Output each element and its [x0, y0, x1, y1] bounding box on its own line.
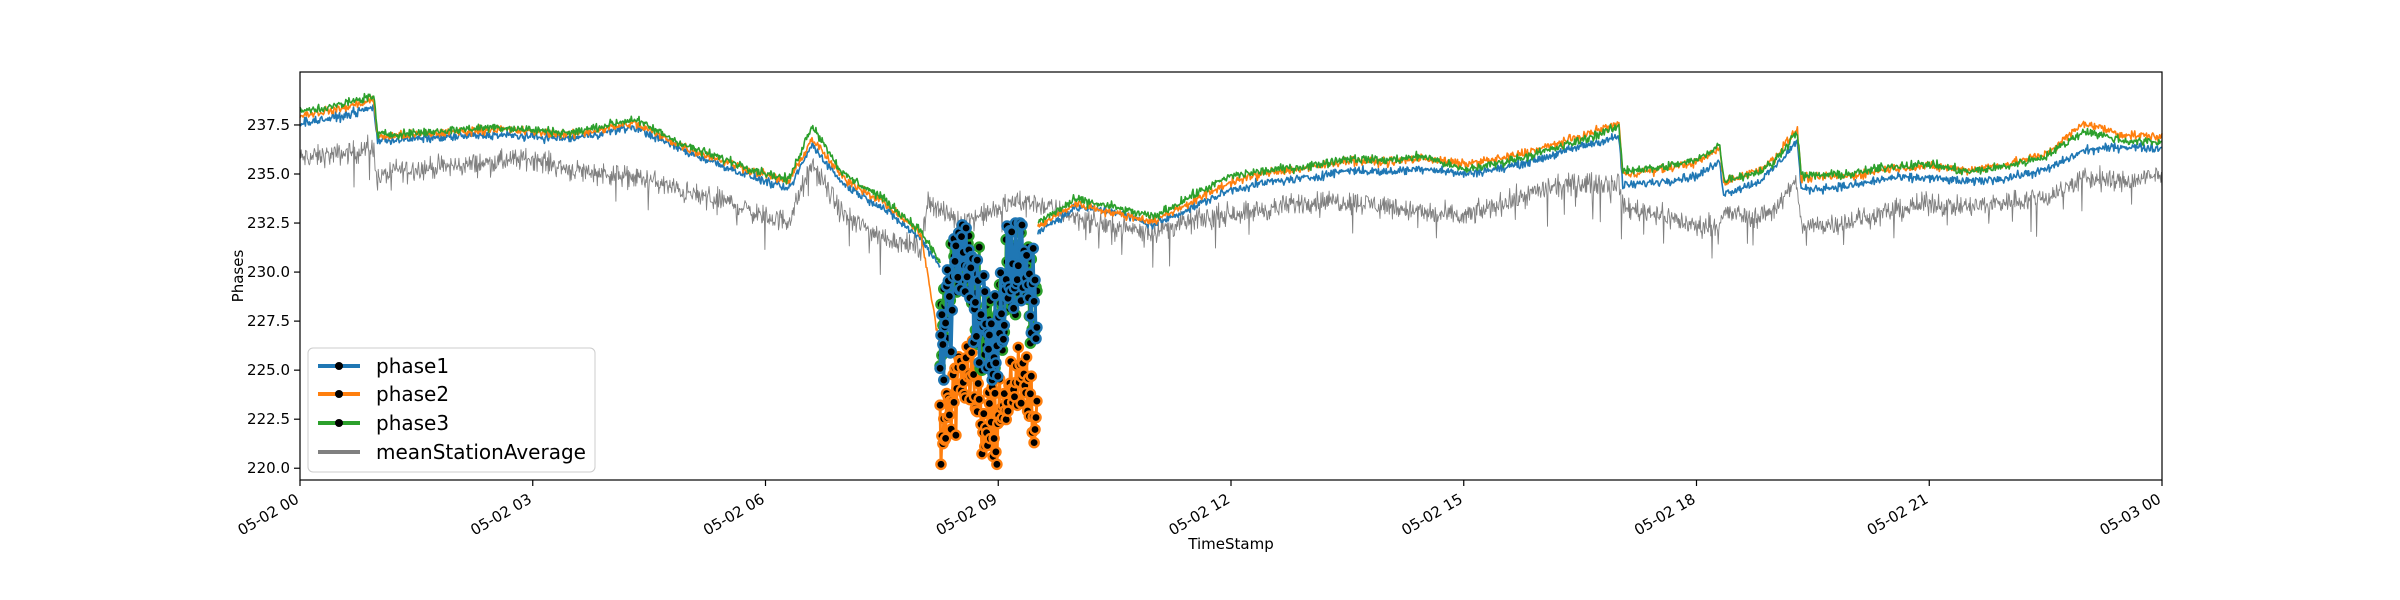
data-point-phase2-15 — [948, 396, 960, 409]
data-point-phase1-4 — [938, 374, 950, 386]
data-point-phase1-53 — [983, 329, 996, 341]
data-point-phase1-42 — [973, 356, 986, 369]
legend-marker-phase2 — [335, 390, 343, 398]
data-point-phase2-24 — [956, 361, 969, 374]
data-point-phase2-84 — [1012, 341, 1025, 354]
data-point-phase2-102 — [1029, 423, 1041, 436]
data-point-phase2-42 — [973, 393, 986, 406]
y-axis: 220.0 222.5 225.0 227.5 230.0 232.5 235.0 237.5 — [247, 116, 300, 477]
y-tick-label: 222.5 — [247, 410, 290, 428]
data-point-phase2-1 — [935, 458, 947, 471]
y-tick-label: 232.5 — [247, 214, 290, 232]
data-point-phase2-98 — [1025, 370, 1038, 383]
data-point-phase1-40 — [971, 254, 984, 266]
data-point-phase2-10 — [943, 409, 956, 421]
data-point-phase1-23 — [955, 230, 968, 243]
data-point-phase1-84 — [1012, 259, 1025, 272]
legend-marker-phase1 — [335, 362, 343, 370]
data-point-phase1-79 — [1007, 302, 1020, 315]
series-line-phase3 — [299, 92, 941, 264]
data-point-phase1-100 — [1027, 242, 1039, 255]
data-point-phase1-28 — [960, 222, 972, 234]
y-tick-label: 237.5 — [247, 116, 290, 134]
data-point-phase1-10 — [943, 290, 956, 303]
data-point-phase1-93 — [1020, 249, 1033, 262]
data-point-phase1-19 — [952, 271, 964, 284]
data-point-phase1-38 — [969, 296, 982, 309]
legend-box — [307, 347, 596, 473]
series-line-phase2 — [299, 95, 941, 349]
data-point-phase1-62 — [992, 370, 1004, 383]
data-point-phase2-101 — [1028, 436, 1040, 449]
data-point-phase3-42 — [973, 241, 986, 253]
x-axis-label: TimeStamp — [1187, 535, 1273, 553]
y-tick-label: 227.5 — [247, 312, 290, 330]
plot-lines — [299, 92, 2163, 349]
data-point-phase1-69 — [998, 319, 1011, 332]
legend-label-phase3: phase3 — [376, 411, 449, 435]
data-point-phase1-48 — [979, 285, 991, 298]
data-point-phase2-41 — [972, 377, 985, 390]
data-point-phase2-61 — [991, 458, 1003, 471]
data-point-phase2-93 — [1020, 351, 1033, 363]
data-point-phase2-97 — [1024, 387, 1037, 400]
legend-label-meanStationAverage: meanStationAverage — [376, 440, 586, 464]
legend: phase1 phase2 phase3 meanStationAverage — [307, 347, 596, 473]
data-point-phase1-104 — [1031, 321, 1043, 334]
data-point-phase1-68 — [997, 333, 1010, 346]
data-point-phase1-13 — [946, 304, 959, 317]
data-point-phase2-53 — [983, 397, 996, 410]
data-point-phase2-87 — [1015, 397, 1027, 410]
legend-entry-phase1: phase1 — [318, 354, 449, 378]
legend-entry-meanStationAverage: meanStationAverage — [318, 440, 586, 464]
data-point-phase1-59 — [989, 289, 1001, 302]
data-point-phase1-6 — [939, 317, 952, 329]
data-point-phase2-47 — [978, 407, 990, 420]
data-point-phase1-103 — [1030, 332, 1042, 345]
data-point-phase2-58 — [988, 432, 1000, 445]
data-point-phase2-104 — [1031, 395, 1043, 407]
series-line-meanStationAverage — [299, 134, 2163, 275]
data-point-phase1-17 — [950, 240, 962, 252]
legend-entry-phase2: phase2 — [318, 382, 449, 406]
data-point-phase2-103 — [1030, 411, 1042, 424]
legend-label-phase1: phase1 — [376, 354, 449, 378]
y-axis-label: Phases — [229, 250, 247, 303]
data-point-phase1-47 — [978, 269, 990, 282]
data-point-phase2-0 — [934, 399, 946, 412]
legend-marker-phase3 — [335, 419, 343, 427]
data-point-phase2-17 — [950, 429, 962, 442]
data-point-phase1-44 — [975, 308, 987, 321]
data-point-phase1-97 — [1024, 310, 1037, 322]
data-point-phase1-88 — [1016, 219, 1028, 231]
data-point-phase1-60 — [990, 357, 1002, 369]
y-tick-label: 230.0 — [247, 263, 290, 281]
data-point-phase2-59 — [989, 387, 1001, 400]
plot-markers — [934, 217, 1043, 471]
legend-entry-phase3: phase3 — [318, 411, 449, 435]
data-point-phase1-101 — [1028, 295, 1040, 308]
legend-label-phase2: phase2 — [376, 382, 449, 406]
data-point-phase1-102 — [1029, 274, 1041, 286]
data-point-phase2-60 — [990, 446, 1002, 458]
y-tick-label: 235.0 — [247, 165, 290, 183]
data-point-phase1-16 — [949, 255, 961, 268]
data-point-phase1-0 — [934, 362, 946, 375]
data-point-phase2-73 — [1002, 405, 1014, 417]
data-point-phase1-55 — [985, 317, 998, 330]
series-line-phase1-1 — [1037, 133, 2163, 235]
y-tick-label: 225.0 — [247, 361, 290, 379]
y-tick-label: 220.0 — [247, 459, 290, 477]
data-point-phase2-6 — [939, 432, 952, 445]
data-point-phase2-34 — [965, 346, 978, 359]
series-line-phase3-1 — [1037, 123, 2163, 224]
data-point-phase1-3 — [937, 338, 949, 351]
data-point-phase1-12 — [945, 345, 958, 358]
data-point-phase1-39 — [970, 330, 983, 343]
data-point-phase1-66 — [995, 307, 1008, 320]
